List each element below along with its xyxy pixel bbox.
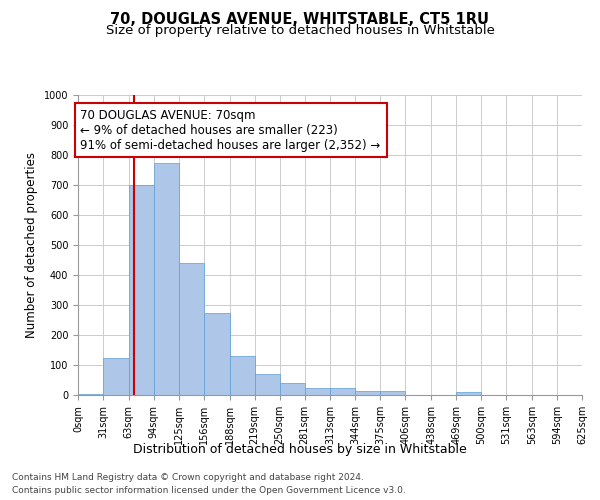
Bar bbox=[305, 388, 331, 395]
Bar bbox=[456, 392, 481, 395]
Bar bbox=[78, 394, 103, 395]
Bar bbox=[103, 358, 129, 395]
Text: Contains public sector information licensed under the Open Government Licence v3: Contains public sector information licen… bbox=[12, 486, 406, 495]
Bar bbox=[204, 312, 230, 395]
Bar bbox=[355, 392, 380, 395]
Text: Distribution of detached houses by size in Whitstable: Distribution of detached houses by size … bbox=[133, 442, 467, 456]
Bar bbox=[154, 162, 179, 395]
Bar bbox=[230, 356, 254, 395]
Text: 70 DOUGLAS AVENUE: 70sqm
← 9% of detached houses are smaller (223)
91% of semi-d: 70 DOUGLAS AVENUE: 70sqm ← 9% of detache… bbox=[80, 108, 380, 152]
Bar bbox=[179, 263, 204, 395]
Y-axis label: Number of detached properties: Number of detached properties bbox=[25, 152, 38, 338]
Bar bbox=[280, 383, 305, 395]
Bar bbox=[129, 185, 154, 395]
Bar bbox=[254, 374, 280, 395]
Bar bbox=[331, 388, 355, 395]
Text: Contains HM Land Registry data © Crown copyright and database right 2024.: Contains HM Land Registry data © Crown c… bbox=[12, 472, 364, 482]
Text: 70, DOUGLAS AVENUE, WHITSTABLE, CT5 1RU: 70, DOUGLAS AVENUE, WHITSTABLE, CT5 1RU bbox=[110, 12, 490, 28]
Text: Size of property relative to detached houses in Whitstable: Size of property relative to detached ho… bbox=[106, 24, 494, 37]
Bar bbox=[380, 392, 406, 395]
